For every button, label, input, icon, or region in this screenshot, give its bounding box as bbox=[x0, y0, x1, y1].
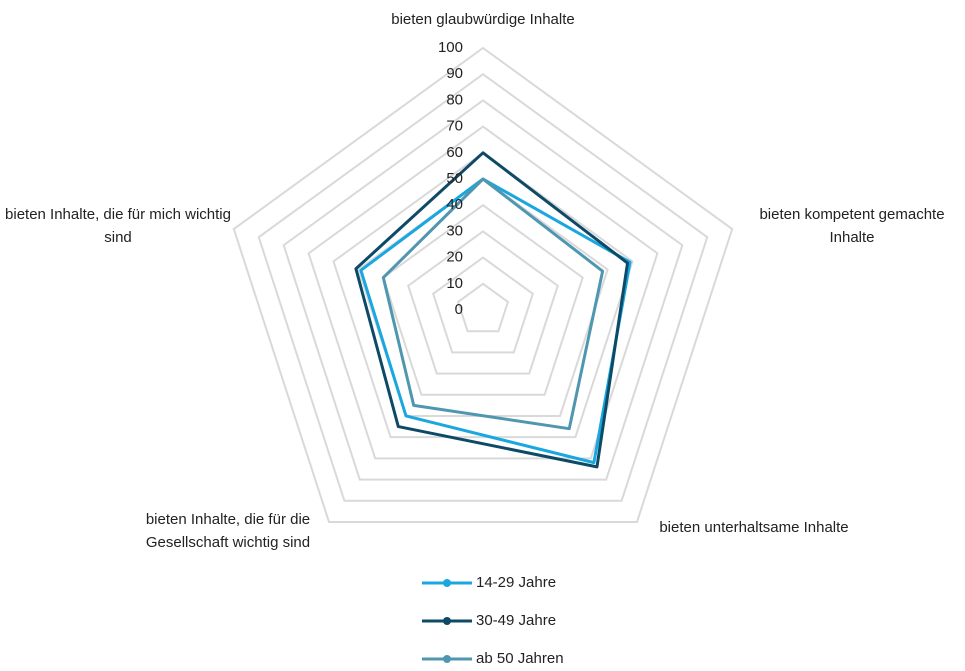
category-label: bieten kompetent gemachte Inhalte bbox=[759, 206, 945, 246]
legend-label: ab 50 Jahren bbox=[476, 650, 564, 667]
tick-label: 80 bbox=[446, 91, 463, 108]
grid-ring bbox=[407, 230, 559, 375]
series-line bbox=[354, 151, 630, 469]
grid-ring bbox=[332, 151, 634, 439]
tick-label: 100 bbox=[438, 39, 463, 56]
series-line bbox=[359, 177, 632, 465]
legend-swatch bbox=[443, 655, 451, 663]
legend-swatch bbox=[443, 617, 451, 625]
grid-ring bbox=[307, 125, 659, 460]
category-label: bieten Inhalte, die für mich wichtig sin… bbox=[5, 206, 231, 246]
grid-ring bbox=[431, 256, 535, 354]
category-label: bieten glaubwürdige Inhalte bbox=[391, 11, 575, 28]
legend-label: 30-49 Jahre bbox=[476, 612, 556, 629]
tick-label: 20 bbox=[446, 249, 463, 266]
legend-label: 14-29 Jahre bbox=[476, 574, 556, 591]
tick-label: 40 bbox=[446, 196, 463, 213]
tick-label: 70 bbox=[446, 118, 463, 135]
tick-label: 10 bbox=[446, 275, 463, 292]
grid-ring bbox=[232, 46, 734, 523]
grid-ring bbox=[257, 72, 709, 502]
category-label: bieten unterhaltsame Inhalte bbox=[659, 519, 849, 536]
tick-label: 30 bbox=[446, 222, 463, 239]
grid-ring bbox=[456, 282, 510, 333]
tick-label: 60 bbox=[446, 144, 463, 161]
series-line bbox=[381, 177, 605, 431]
tick-label: 0 bbox=[455, 301, 463, 318]
grid-ring bbox=[282, 99, 684, 481]
grid-ring bbox=[382, 203, 584, 396]
tick-label: 50 bbox=[446, 170, 463, 187]
category-label: bieten Inhalte, die für die Gesellschaft… bbox=[145, 511, 311, 551]
tick-label: 90 bbox=[446, 65, 463, 82]
legend-swatch bbox=[443, 579, 451, 587]
